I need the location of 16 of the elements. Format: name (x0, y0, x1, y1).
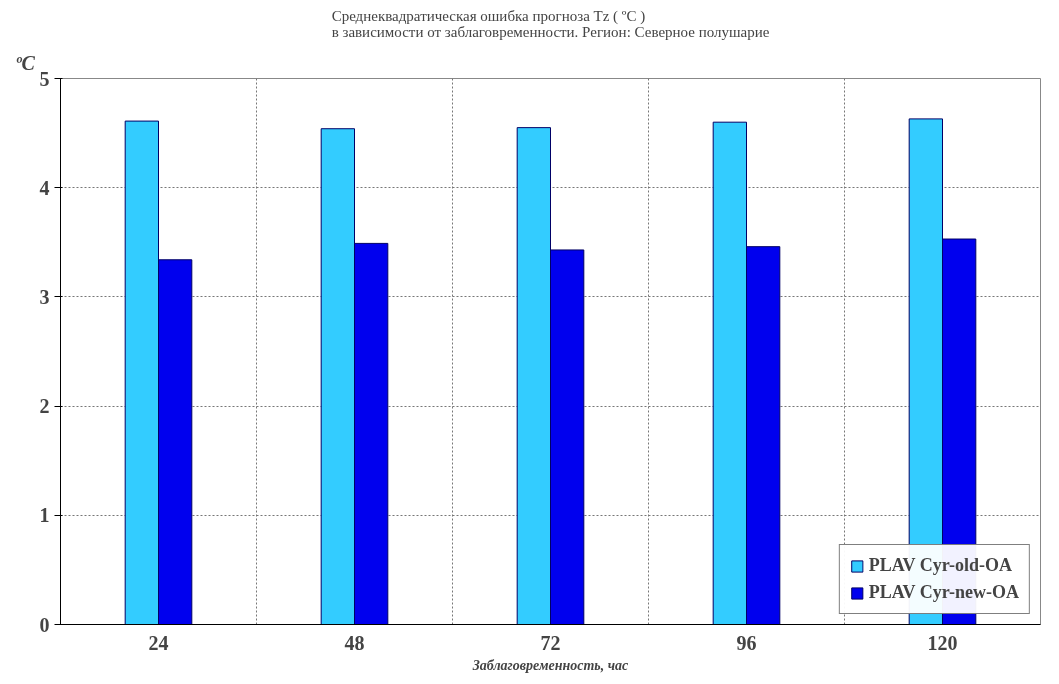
y-tick-label: 4 (39, 176, 50, 199)
x-tick-label: 96 (736, 631, 757, 654)
y-tick-label: 5 (39, 67, 50, 90)
x-tick-label: 72 (540, 631, 561, 654)
y-tick-label: 0 (39, 613, 50, 636)
x-axis-title: Заблаговременность, час (471, 657, 630, 673)
chart-title: Среднеквадратическая ошибка прогноза Tz ( ºC ) в зависимости от заблаговременности. Регион: Северное полушарие (331, 7, 770, 40)
x-tick-label: 24 (148, 631, 169, 654)
y-tick-label: 2 (39, 395, 50, 418)
y-axis-title: ºC (15, 51, 36, 74)
x-tick-label: 120 (927, 631, 958, 654)
legend-label: PLAV Cyr-old-OA (868, 555, 1013, 576)
x-tick-label: 48 (344, 631, 365, 654)
y-tick-label: 1 (39, 504, 50, 527)
legend-label: PLAV Cyr-new-OA (868, 582, 1019, 603)
y-tick-label: 3 (39, 285, 50, 308)
